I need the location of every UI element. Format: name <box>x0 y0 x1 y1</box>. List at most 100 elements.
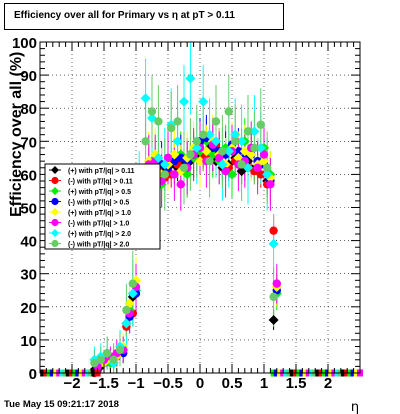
y-tick-label: 0 <box>29 366 37 383</box>
legend-label: (+) with pT/|q| > 0.5 <box>68 189 131 196</box>
x-tick-label: −1.5 <box>89 375 119 392</box>
data-point-diamond <box>268 315 279 326</box>
data-point-circle <box>234 147 243 156</box>
y-tick-label: 80 <box>20 101 37 118</box>
data-point-circle <box>122 305 131 315</box>
data-point-diamond <box>268 238 279 249</box>
data-point-circle <box>147 107 157 116</box>
x-tick-label: −2 <box>63 375 80 392</box>
y-tick-label: 10 <box>20 333 37 350</box>
data-point-diamond <box>121 318 132 329</box>
data-point-circle <box>170 156 179 166</box>
data-point-circle <box>205 156 214 166</box>
data-point-circle <box>211 117 221 126</box>
data-point-circle <box>256 120 265 129</box>
y-axis-tick-labels: 0 10 20 30 40 50 60 70 80 90 100 <box>12 35 37 383</box>
data-point-circle <box>160 170 169 179</box>
data-point-circle <box>90 358 99 368</box>
data-point-circle <box>218 147 227 156</box>
legend-label: (+) with pT/|q| > 0.11 <box>68 168 135 175</box>
data-point-circle <box>199 130 208 139</box>
data-point-circle <box>221 166 230 176</box>
legend-label: (-) with pT/|q| > 0.11 <box>68 179 133 186</box>
data-point-diamond <box>211 136 221 147</box>
data-point-circle <box>266 180 275 189</box>
timestamp: Tue May 15 09:21:17 2018 <box>4 399 119 410</box>
data-point-circle <box>269 226 278 235</box>
data-point-circle <box>256 170 265 179</box>
data-point-circle <box>115 345 125 355</box>
data-point-diamond <box>195 156 205 167</box>
data-point-circle <box>272 279 281 288</box>
data-point-circle <box>173 117 182 126</box>
data-point-circle <box>192 137 201 146</box>
data-point-diamond <box>204 129 215 140</box>
data-point-diamond <box>230 129 241 140</box>
data-point-circle <box>179 163 189 172</box>
data-point-circle <box>170 170 179 179</box>
y-tick-label: 20 <box>20 300 37 317</box>
legend-box <box>44 163 161 250</box>
data-point-circle <box>250 143 259 153</box>
y-tick-label: 40 <box>20 234 37 251</box>
y-tick-label: 60 <box>20 167 37 184</box>
data-point-circle <box>243 127 253 136</box>
data-point-diamond <box>127 288 138 299</box>
legend-label: (-) with pT/|q| > 0.5 <box>68 200 129 207</box>
data-point-circle <box>259 150 269 159</box>
data-point-diamond <box>179 96 189 107</box>
data-point-circle <box>224 107 233 116</box>
legend-label: (+) with pT/|q| > 2.0 <box>68 231 131 238</box>
data-point-circle <box>154 117 163 126</box>
legend-label: (+) with pT/|q| > 1.0 <box>68 210 131 217</box>
data-point-circle <box>109 355 118 364</box>
data-point-circle <box>237 160 246 169</box>
x-tick-label: 0.5 <box>222 375 243 392</box>
y-axis-label: Efficiency over all (%) <box>8 52 25 217</box>
data-point-diamond <box>246 149 257 160</box>
data-point-circle <box>176 180 185 189</box>
data-point-diamond <box>191 142 202 153</box>
data-point-diamond <box>140 93 151 104</box>
data-point-circle <box>96 355 106 364</box>
y-tick-label: 90 <box>20 68 37 85</box>
data-point-diamond <box>198 96 209 107</box>
data-point-circle <box>167 123 176 133</box>
data-point-circle <box>163 153 173 163</box>
data-point-diamond <box>236 136 247 147</box>
data-point-circle <box>186 150 195 159</box>
x-tick-label: −0.5 <box>153 375 183 392</box>
data-point-circle <box>103 348 112 358</box>
data-point-circle <box>176 153 185 163</box>
data-point-diamond <box>262 169 273 180</box>
data-point-diamond <box>153 152 164 163</box>
x-tick-label: −1 <box>127 375 144 392</box>
x-tick-label: 0 <box>196 375 204 392</box>
data-point-circle <box>141 137 150 146</box>
data-point-circle <box>253 163 262 172</box>
x-axis-tick-labels: −2 −1.5 −1 −0.5 0 0.5 1 1.5 2 <box>63 375 332 392</box>
data-point-diamond <box>255 142 266 153</box>
data-point-diamond <box>223 146 234 157</box>
x-tick-label: 1.5 <box>286 375 307 392</box>
data-point-diamond <box>249 126 260 137</box>
x-axis-label: η <box>351 400 359 414</box>
data-point-circle <box>269 292 278 302</box>
data-point-circle <box>231 137 240 146</box>
axis-ticks <box>39 41 361 374</box>
data-point-diamond <box>217 159 228 170</box>
y-tick-label: 30 <box>20 267 37 284</box>
chart-title-box: Efficiency over all for Primary vs η at … <box>4 3 284 30</box>
chart-title: Efficiency over all for Primary vs η at … <box>14 10 235 21</box>
legend-label: (-) with pT/|q| > 1.0 <box>68 221 129 228</box>
data-point-diamond <box>159 159 170 170</box>
legend-label: (-) with pT/|q| > 2.0 <box>68 242 129 249</box>
data-point-diamond <box>185 73 196 84</box>
data-point-circle <box>128 279 137 288</box>
data-point-diamond <box>124 298 135 309</box>
y-tick-label: 100 <box>12 35 37 52</box>
y-tick-label: 50 <box>20 201 37 218</box>
x-tick-label: 1 <box>260 375 268 392</box>
data-point-circle <box>263 163 272 172</box>
